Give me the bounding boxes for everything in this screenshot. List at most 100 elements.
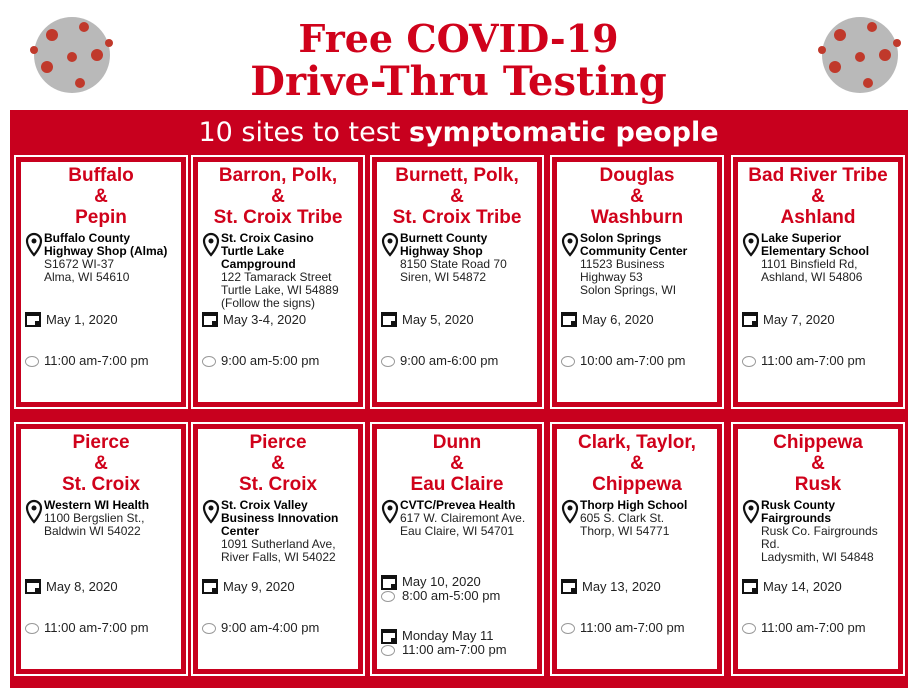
site-location: Burnett County Highway Shop 8150 State Roa… [380, 232, 534, 284]
county-line: Ashland [780, 207, 856, 228]
address-line: Alma, WI 54610 [44, 270, 130, 284]
address-line: 11523 Business [580, 257, 665, 271]
location-name: Business Innovation [221, 511, 339, 525]
date-text: May 14, 2020 [763, 578, 842, 594]
site-counties: Barron, Polk, & St. Croix Tribe [201, 165, 355, 228]
county-line: Clark, Taylor, [578, 432, 696, 453]
location-name: Fairgrounds [761, 511, 832, 525]
clock-icon [561, 622, 575, 634]
site-card: Pierce & St. Croix St. Croix Valley Business… [191, 422, 365, 676]
map-pin-icon [381, 499, 399, 524]
clock-icon [381, 645, 395, 656]
date-text: May 5, 2020 [402, 311, 474, 327]
county-line: Pepin [75, 207, 127, 228]
address-line: 1101 Binsfield Rd, [761, 257, 858, 271]
map-pin-icon [25, 232, 43, 257]
county-line: St. Croix Tribe [392, 207, 522, 228]
date-text: May 7, 2020 [763, 311, 835, 327]
site-location: Buffalo County Highway Shop (Alma) S1672 W… [24, 232, 178, 284]
map-pin-icon [381, 232, 399, 257]
site-counties: Pierce & St. Croix [24, 432, 178, 495]
address-line: S1672 WI-37 [44, 257, 115, 271]
address-line: Rusk Co. Fairgrounds Rd. [761, 524, 878, 551]
site-location: St. Croix Valley Business Innovation Cente… [201, 499, 355, 564]
calendar-icon [561, 579, 577, 594]
location-name: Lake Superior [761, 231, 842, 245]
time-row: 11:00 am-7:00 pm [742, 354, 866, 368]
county-line: Eau Claire [410, 474, 504, 495]
site-location: Western WI Health 1100 Bergslien St., Bald… [24, 499, 178, 538]
time-row: 10:00 am-7:00 pm [561, 354, 686, 368]
date-row: May 1, 2020 [25, 312, 118, 327]
address-line: Solon Springs, WI [580, 283, 677, 297]
county-line: & [94, 186, 108, 207]
address-line: Ashland, WI 54806 [761, 270, 863, 284]
address-line: (Follow the signs) [221, 296, 316, 310]
site-card: Bad River Tribe & Ashland Lake Superior Elem… [731, 155, 905, 409]
clock-icon [202, 622, 216, 634]
time-text: 9:00 am-4:00 pm [221, 620, 320, 635]
time-row: 9:00 am-5:00 pm [202, 354, 319, 368]
calendar-icon [25, 579, 41, 594]
date-row: May 6, 2020 [561, 312, 654, 327]
county-line: Buffalo [68, 165, 134, 186]
site-counties: Dunn & Eau Claire [380, 432, 534, 495]
time-text: 9:00 am-6:00 pm [400, 353, 499, 368]
site-card-body: Douglas & Washburn Solon Springs Community C… [557, 162, 717, 402]
site-card-body: Pierce & St. Croix Western WI Health 1100 Be… [21, 429, 181, 669]
county-line: & [630, 186, 644, 207]
site-counties: Burnett, Polk, & St. Croix Tribe [380, 165, 534, 228]
schedule-entry: May 10, 2020 8:00 am-5:00 pm [381, 575, 500, 603]
title-line-2: Drive-Thru Testing [250, 58, 667, 105]
map-pin-icon [202, 499, 220, 524]
county-line: Barron, Polk, [218, 165, 338, 186]
date-row: May 14, 2020 [742, 579, 842, 594]
time-text: 11:00 am-7:00 pm [580, 620, 685, 635]
site-location: Lake Superior Elementary School 1101 Binsf… [741, 232, 895, 284]
calendar-icon [202, 579, 218, 594]
clock-icon [742, 355, 756, 367]
site-location: Thorp High School 605 S. Clark St. Thorp, … [560, 499, 714, 538]
time-row: 11:00 am-7:00 pm [25, 354, 149, 368]
date-text: May 9, 2020 [223, 578, 295, 594]
site-card: Dunn & Eau Claire CVTC/Prevea Health 617 W. … [370, 422, 544, 676]
time-text: 10:00 am-7:00 pm [580, 353, 686, 368]
site-card-body: Chippewa & Rusk Rusk County Fairgrounds Rusk … [738, 429, 898, 669]
site-counties: Buffalo & Pepin [24, 165, 178, 228]
address-line: Thorp, WI 54771 [580, 524, 670, 538]
date-text: May 8, 2020 [46, 578, 118, 594]
time-row: 11:00 am-7:00 pm [742, 621, 866, 635]
site-card: Chippewa & Rusk Rusk County Fairgrounds Rusk … [731, 422, 905, 676]
map-pin-icon [742, 232, 760, 257]
location-name: Elementary School [761, 244, 870, 258]
county-line: & [450, 186, 464, 207]
address-line: 1100 Bergslien St., [44, 511, 145, 525]
location-name: Thorp High School [580, 498, 688, 512]
map-pin-icon [25, 499, 43, 524]
county-line: Pierce [72, 432, 130, 453]
county-line: Pierce [249, 432, 307, 453]
county-line: & [450, 453, 464, 474]
county-line: & [271, 453, 285, 474]
coronavirus-image-left [30, 17, 113, 93]
site-card: Douglas & Washburn Solon Springs Community C… [550, 155, 724, 409]
calendar-icon [202, 312, 218, 327]
location-name: Solon Springs [580, 231, 662, 245]
address-line: Siren, WI 54872 [400, 270, 487, 284]
calendar-icon [561, 312, 577, 327]
county-line: St. Croix [61, 474, 141, 495]
map-pin-icon [561, 499, 579, 524]
map-pin-icon [561, 232, 579, 257]
site-location: St. Croix Casino Turtle Lake Campground 12… [201, 232, 355, 310]
calendar-icon [742, 312, 758, 327]
time-text: 11:00 am-7:00 pm [44, 620, 149, 635]
site-card-body: Dunn & Eau Claire CVTC/Prevea Health 617 W. … [377, 429, 537, 669]
location-name: Western WI Health [44, 498, 150, 512]
address-line: River Falls, WI 54022 [221, 550, 336, 564]
site-card-body: Buffalo & Pepin Buffalo County Highway Shop … [21, 162, 181, 402]
time-text: 11:00 am-7:00 pm [402, 642, 507, 657]
address-line: Turtle Lake, WI 54889 [221, 283, 339, 297]
date-text: May 10, 2020 [402, 574, 481, 589]
date-row: May 13, 2020 [561, 579, 661, 594]
site-card-body: Burnett, Polk, & St. Croix Tribe Burnett Co… [377, 162, 537, 402]
